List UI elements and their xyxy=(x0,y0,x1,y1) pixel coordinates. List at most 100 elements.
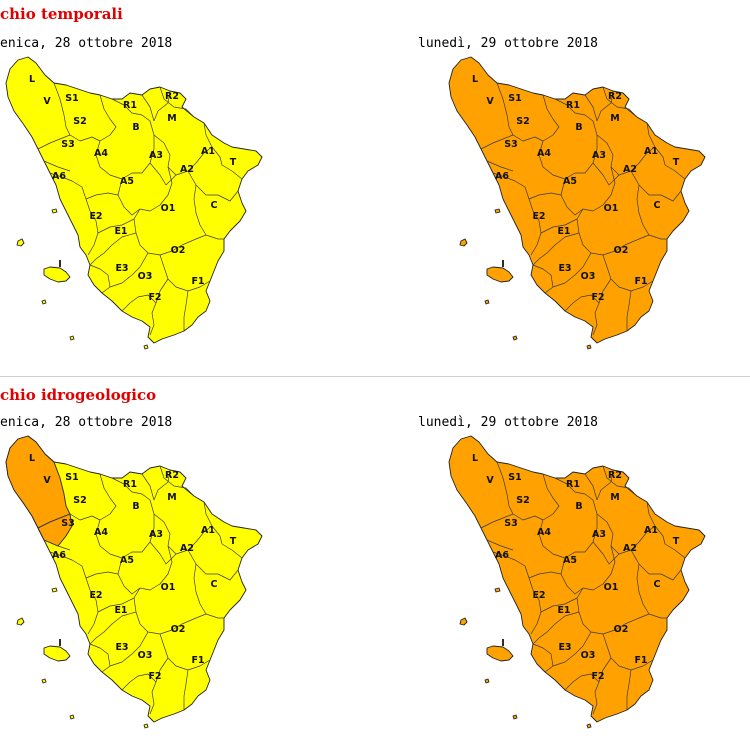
zone-label-s2: S2 xyxy=(73,495,86,506)
zone-label-e2: E2 xyxy=(532,590,545,601)
zone-border xyxy=(97,208,141,234)
zone-border xyxy=(101,252,149,294)
zone-label-s3: S3 xyxy=(61,518,74,529)
zone-label-a6: A6 xyxy=(52,550,66,561)
island-shape xyxy=(16,617,25,626)
zone-label-f1: F1 xyxy=(634,276,647,287)
zone-label-s2: S2 xyxy=(516,116,529,127)
section-title-idrogeologico: chio idrogeologico xyxy=(0,386,157,404)
zone-label-e1: E1 xyxy=(557,226,570,237)
island-shape xyxy=(459,238,468,247)
zone-border xyxy=(49,551,87,579)
zone-label-e2: E2 xyxy=(532,211,545,222)
zone-label-r2: R2 xyxy=(608,91,622,102)
zone-label-v: V xyxy=(486,96,494,107)
island-shape xyxy=(43,266,71,283)
zone-label-a4: A4 xyxy=(537,527,551,538)
zone-border xyxy=(141,94,155,122)
zone-border xyxy=(496,461,544,521)
zone-label-o1: O1 xyxy=(161,203,176,214)
zone-label-a5: A5 xyxy=(120,555,134,566)
island-shape xyxy=(43,645,71,662)
zone-label-a6: A6 xyxy=(495,550,509,561)
zone-label-o1: O1 xyxy=(604,582,619,593)
zone-label-c: C xyxy=(654,579,661,590)
zone-label-a5: A5 xyxy=(120,176,134,187)
island-shape xyxy=(69,335,75,341)
zone-border xyxy=(111,477,155,515)
zone-border xyxy=(602,254,654,292)
zone-border xyxy=(492,172,530,200)
zone-label-f1: F1 xyxy=(191,276,204,287)
island-shape xyxy=(484,299,490,305)
zone-label-o3: O3 xyxy=(581,650,596,661)
zone-border xyxy=(480,134,514,150)
zone-border xyxy=(532,264,554,288)
zone-label-r1: R1 xyxy=(123,479,137,490)
zone-label-a1: A1 xyxy=(201,525,215,536)
zone-label-i: I xyxy=(501,259,505,270)
zone-border xyxy=(139,166,173,212)
zone-border xyxy=(630,549,682,581)
zone-border xyxy=(564,294,600,312)
zone-label-o3: O3 xyxy=(138,650,153,661)
region-shape xyxy=(448,435,706,723)
date-label: lunedì, 29 ottobre 2018 xyxy=(418,415,599,430)
zone-border xyxy=(149,278,169,336)
zone-label-o2: O2 xyxy=(171,245,186,256)
island-shape xyxy=(459,617,468,626)
zone-label-r2: R2 xyxy=(608,470,622,481)
zone-border xyxy=(602,465,638,497)
zone-label-c: C xyxy=(211,579,218,590)
zone-label-b: B xyxy=(132,122,139,133)
tuscany-map: LV S1 S2 S3 A6 R1 R2 B M A4 A3 A1 A2 T A5 C O1 E2 E1 O2 E3 O3… xyxy=(448,435,706,729)
zone-border xyxy=(221,164,243,180)
zone-border xyxy=(139,545,173,591)
zone-label-v: V xyxy=(43,96,51,107)
zone-label-o2: O2 xyxy=(171,624,186,635)
zone-border xyxy=(193,563,224,619)
zone-border xyxy=(49,172,87,200)
zone-l-shape xyxy=(5,435,71,529)
zone-label-a2: A2 xyxy=(180,164,194,175)
zone-label-e1: E1 xyxy=(114,226,127,237)
zone-border xyxy=(159,254,211,292)
zone-border xyxy=(538,94,566,180)
zone-border xyxy=(37,513,71,529)
zone-label-s3: S3 xyxy=(504,139,517,150)
island-shape xyxy=(494,208,501,214)
region-shape xyxy=(5,56,263,344)
zone-label-a5: A5 xyxy=(563,176,577,187)
zone-border xyxy=(117,194,141,216)
zone-label-s3: S3 xyxy=(504,518,517,529)
zone-label-l: L xyxy=(472,74,478,85)
zone-label-b: B xyxy=(575,501,582,512)
zone-border xyxy=(646,122,666,166)
zone-border xyxy=(153,90,171,122)
zone-border xyxy=(582,166,616,212)
section-divider xyxy=(0,376,750,377)
region-shape xyxy=(448,56,706,344)
zone-label-a4: A4 xyxy=(537,148,551,159)
zone-border xyxy=(159,633,211,671)
zone-label-o1: O1 xyxy=(161,582,176,593)
island-shape xyxy=(486,266,514,283)
zone-border xyxy=(584,473,598,501)
zone-border xyxy=(85,577,99,635)
zone-border xyxy=(528,577,542,635)
zone-border xyxy=(664,543,686,559)
zone-border xyxy=(560,194,584,216)
zone-border xyxy=(560,573,584,595)
island-shape xyxy=(484,678,490,684)
zone-label-a3: A3 xyxy=(149,529,163,540)
tuscany-map: LV S1 S2 S3 A6 R1 R2 B M A4 A3 A1 A2 T A5 C O1 E2 E1 O2 E3 O3… xyxy=(5,435,263,729)
region-shape xyxy=(5,435,263,723)
zone-border xyxy=(496,82,544,142)
island-shape xyxy=(143,723,149,729)
zone-border xyxy=(95,473,123,559)
zone-label-c: C xyxy=(654,200,661,211)
zone-border xyxy=(532,232,580,266)
island-shape xyxy=(486,645,514,662)
zone-border xyxy=(121,673,157,691)
zone-label-e3: E3 xyxy=(558,263,571,274)
